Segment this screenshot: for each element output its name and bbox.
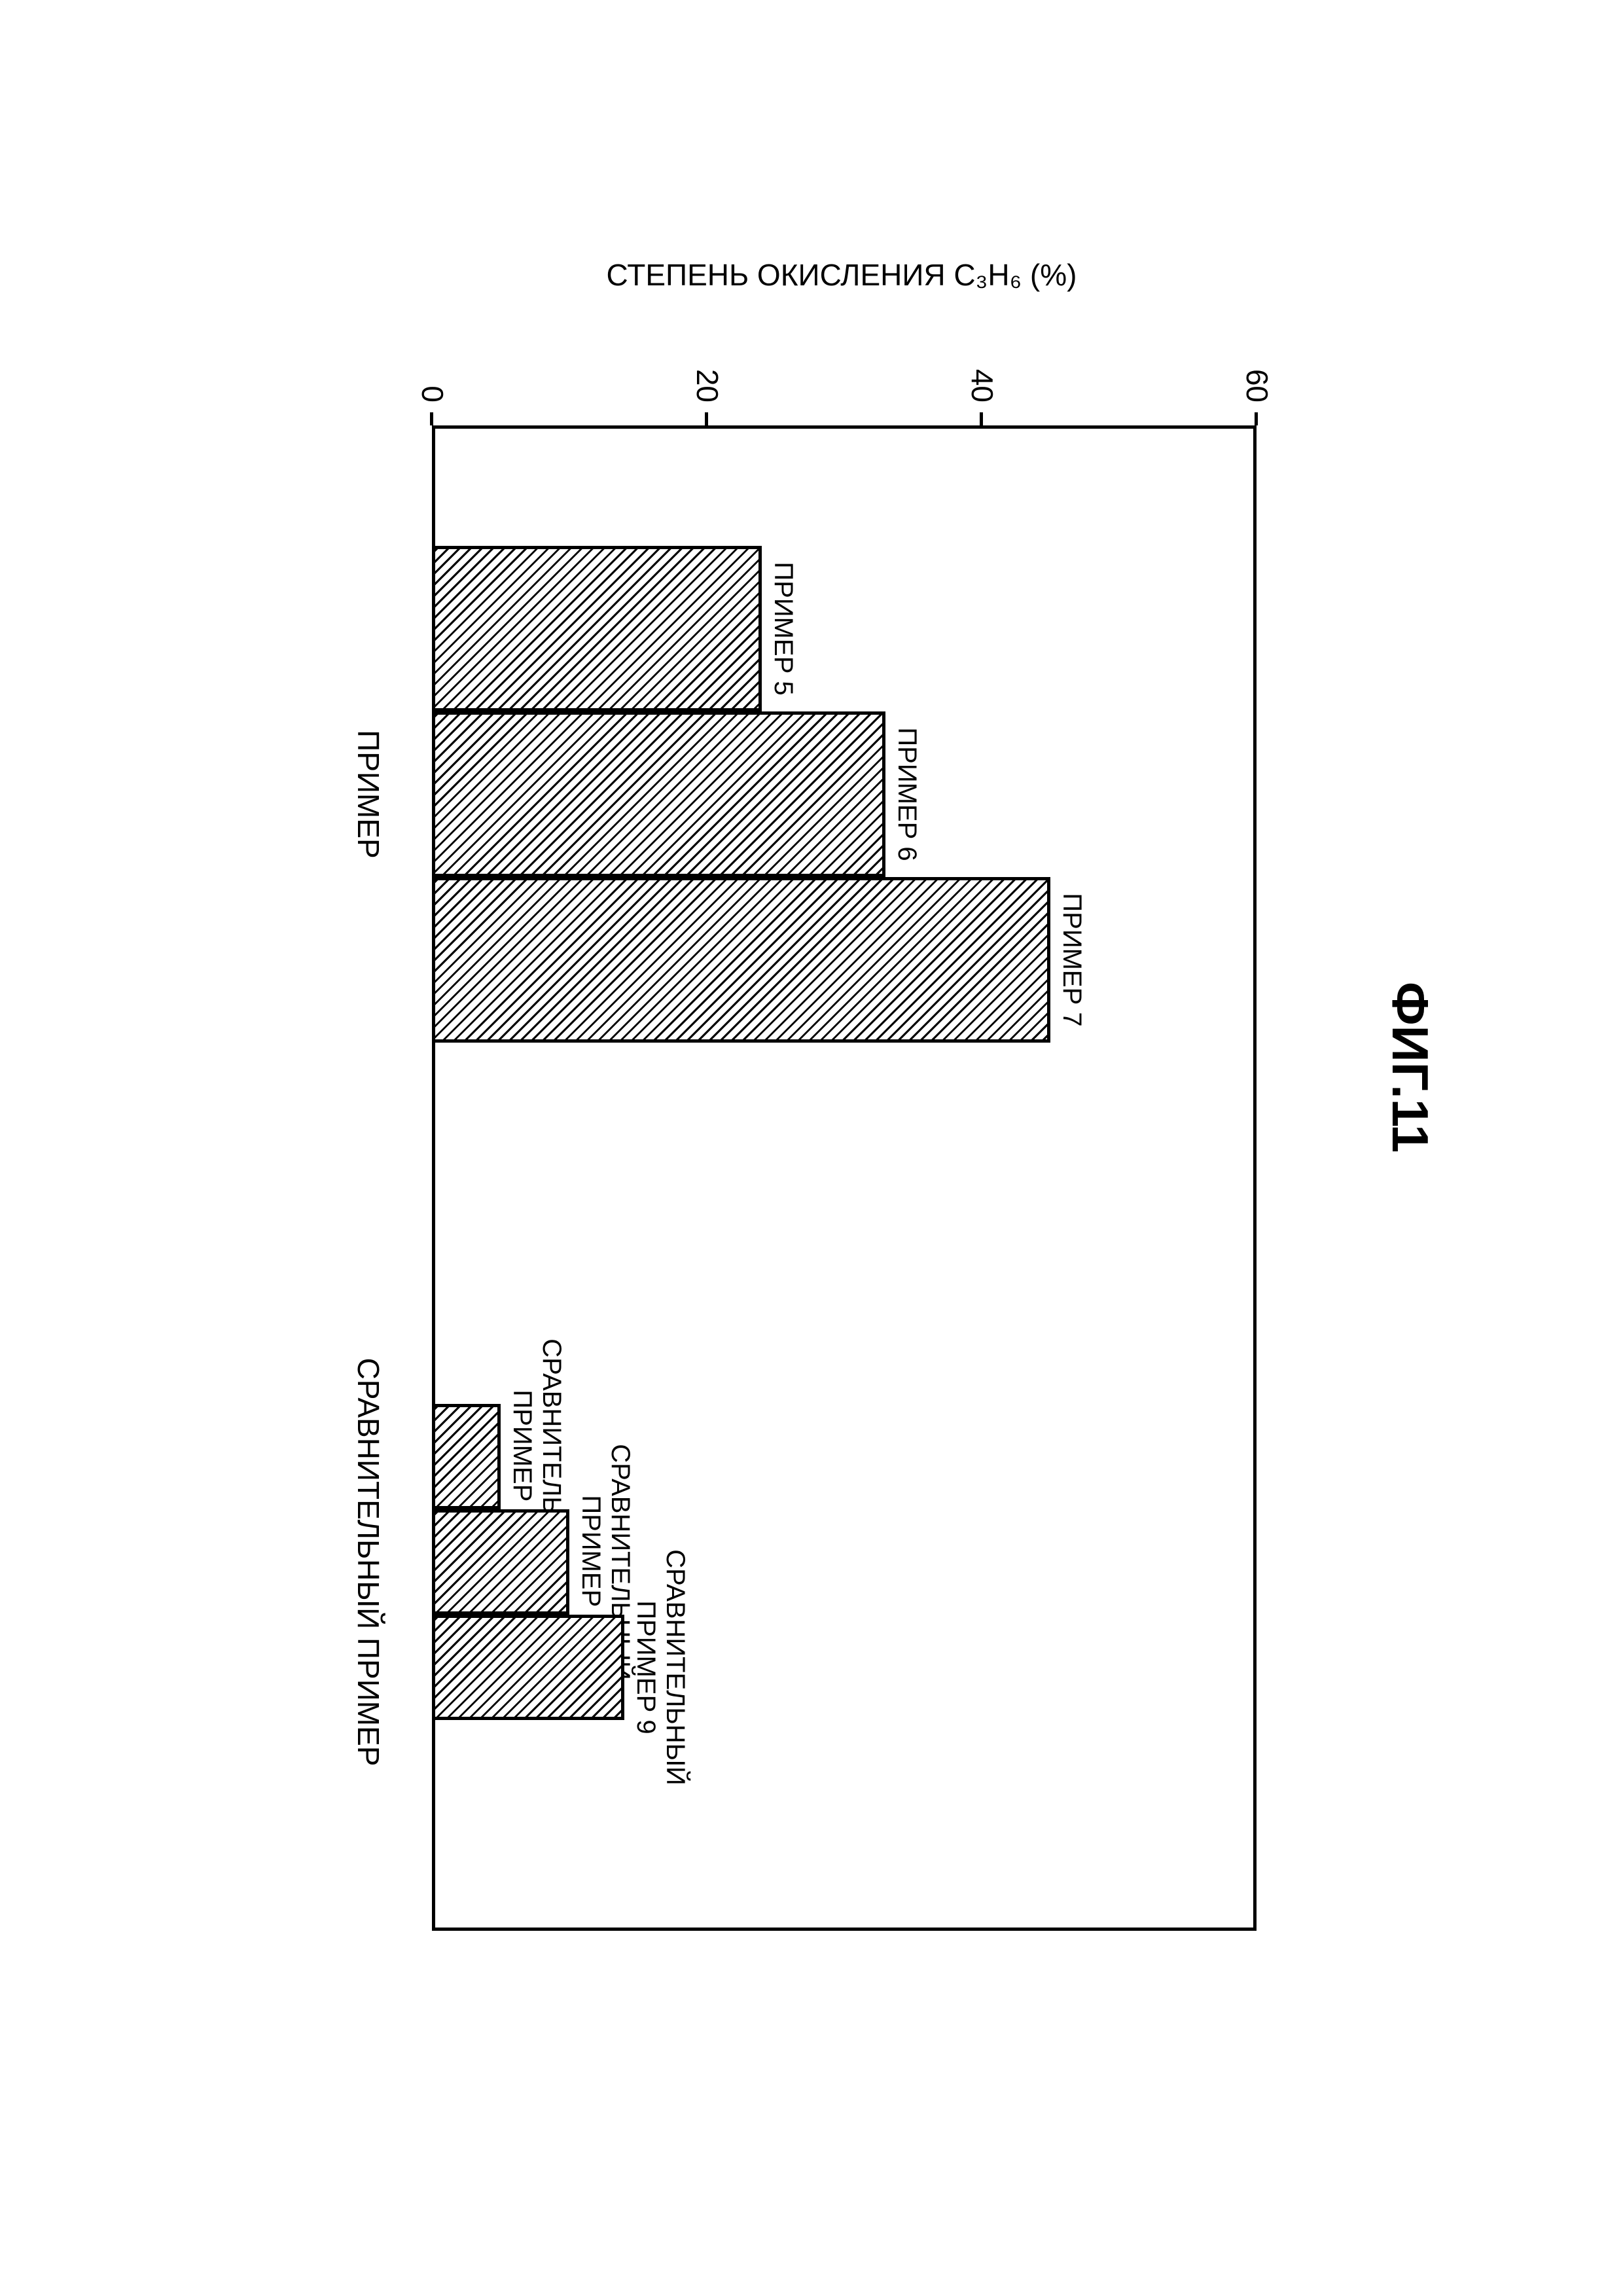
y-tick xyxy=(980,412,984,425)
bar-fill xyxy=(432,711,885,877)
bar-label: СРАВНИТЕЛЬНЫЙПРИМЕР 9 xyxy=(631,1471,690,1864)
y-tick-label: 0 xyxy=(415,327,450,403)
y-axis-line xyxy=(432,425,1257,429)
group-label: СРАВНИТЕЛЬНЫЙ ПРИМЕР xyxy=(351,1235,386,1890)
y-tick-label: 20 xyxy=(690,327,725,403)
bar-fill xyxy=(432,1509,569,1615)
bar-fill xyxy=(432,1615,624,1720)
rotated-canvas: ФИГ.11 0204060ПРИМЕР 5ПРИМЕР 6ПРИМЕР 7ПР… xyxy=(0,0,1623,2296)
chart-plot-area: 0204060ПРИМЕР 5ПРИМЕР 6ПРИМЕР 7ПРИМЕРСРА… xyxy=(432,425,1257,1931)
y-tick xyxy=(705,412,709,425)
bar-fill xyxy=(432,877,1050,1043)
bar xyxy=(432,546,762,711)
bar-label: ПРИМЕР 7 xyxy=(1057,764,1086,1157)
top-axis-line xyxy=(1253,425,1257,1931)
bar-fill xyxy=(432,1404,501,1509)
bar xyxy=(432,1404,501,1509)
bar-fill xyxy=(432,546,762,711)
figure-title: ФИГ.11 xyxy=(1380,982,1440,1153)
y-tick-label: 40 xyxy=(965,327,1000,403)
y-axis-label: СТЕПЕНЬ ОКИСЛЕНИЯ C₃H₆ (%) xyxy=(383,257,1300,293)
bar-label-line: ПРИМЕР 9 xyxy=(631,1471,660,1864)
y-tick xyxy=(1255,412,1258,425)
bar-label-line: ПРИМЕР 7 xyxy=(1057,764,1086,1157)
page: ФИГ.11 0204060ПРИМЕР 5ПРИМЕР 6ПРИМЕР 7ПР… xyxy=(0,0,1623,2296)
bar-label-line: СРАВНИТЕЛЬНЫЙ xyxy=(660,1471,690,1864)
group-label: ПРИМЕР xyxy=(351,467,386,1122)
right-axis-line xyxy=(432,1928,1257,1931)
bar xyxy=(432,877,1050,1043)
y-tick-label: 60 xyxy=(1240,327,1275,403)
bar xyxy=(432,711,885,877)
bar xyxy=(432,1615,624,1720)
y-tick xyxy=(431,412,434,425)
bar xyxy=(432,1509,569,1615)
